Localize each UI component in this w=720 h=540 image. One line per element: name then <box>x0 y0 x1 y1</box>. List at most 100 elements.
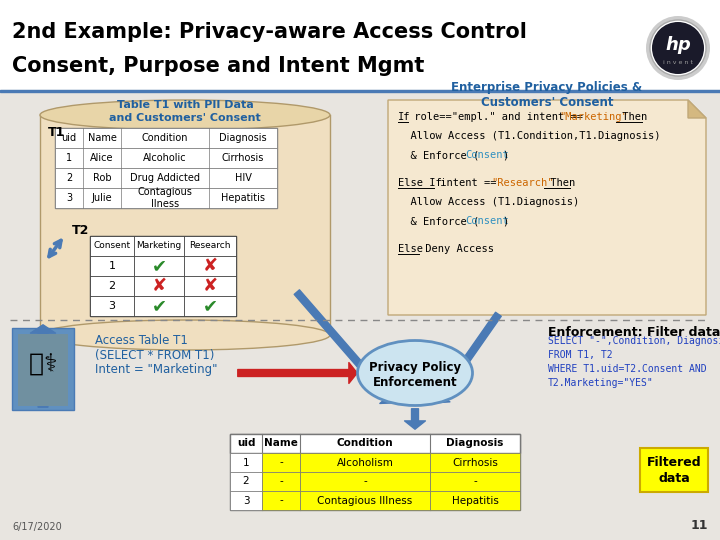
Text: Then: Then <box>616 112 648 122</box>
Text: Contagious
Ilness: Contagious Ilness <box>138 187 192 209</box>
Bar <box>40 115 330 335</box>
Text: hp: hp <box>665 36 691 54</box>
Text: uid: uid <box>237 438 256 449</box>
Bar <box>640 448 708 492</box>
Text: 3: 3 <box>66 193 72 203</box>
Bar <box>262 491 300 510</box>
Text: 2: 2 <box>66 173 72 183</box>
Circle shape <box>652 22 704 74</box>
Bar <box>0 0 720 90</box>
Polygon shape <box>388 100 706 315</box>
Text: i n v e n t: i n v e n t <box>663 59 693 64</box>
Bar <box>55 168 277 188</box>
Text: ): ) <box>502 150 508 160</box>
Text: Alcoholic: Alcoholic <box>143 153 186 163</box>
Bar <box>134 276 184 296</box>
Text: Enforcement: Filter data: Enforcement: Filter data <box>548 326 720 339</box>
Bar <box>90 236 236 316</box>
Text: Drug Addicted: Drug Addicted <box>130 173 200 183</box>
Text: 1: 1 <box>66 153 72 163</box>
Text: If: If <box>398 112 410 122</box>
Text: Enforcement: Enforcement <box>373 375 457 388</box>
Bar <box>430 491 520 510</box>
Ellipse shape <box>358 341 472 406</box>
Text: -: - <box>279 496 283 505</box>
Bar <box>55 128 277 208</box>
Text: Hepatitis: Hepatitis <box>221 193 265 203</box>
Text: -: - <box>363 476 367 487</box>
Bar <box>134 296 184 316</box>
Text: ✘: ✘ <box>202 257 217 275</box>
Text: Filtered
data: Filtered data <box>647 456 701 484</box>
Text: ✘: ✘ <box>151 277 166 295</box>
Bar <box>430 472 520 491</box>
Text: uid: uid <box>61 133 76 143</box>
Text: Privacy Policy: Privacy Policy <box>369 361 461 375</box>
Bar <box>184 276 236 296</box>
Text: Diagnosis: Diagnosis <box>219 133 267 143</box>
Bar <box>55 188 277 208</box>
Text: 🧑‍⚕️: 🧑‍⚕️ <box>29 353 58 377</box>
Text: Allow Access (T1.Diagnosis): Allow Access (T1.Diagnosis) <box>398 197 580 207</box>
Text: ✘: ✘ <box>202 277 217 295</box>
Text: -: - <box>279 476 283 487</box>
Text: Consent: Consent <box>466 216 509 226</box>
Bar <box>300 472 430 491</box>
Text: ): ) <box>502 216 508 226</box>
Circle shape <box>646 16 710 80</box>
Text: Julie: Julie <box>91 193 112 203</box>
Text: 1: 1 <box>243 457 249 468</box>
Text: Marketing: Marketing <box>136 241 181 251</box>
Text: Then: Then <box>544 178 575 188</box>
Text: Condition: Condition <box>142 133 188 143</box>
Text: T1: T1 <box>48 125 66 138</box>
Bar <box>300 491 430 510</box>
Text: 2: 2 <box>243 476 249 487</box>
Text: 2nd Example: Privacy-aware Access Control: 2nd Example: Privacy-aware Access Contro… <box>12 22 527 42</box>
Text: Hepatitis: Hepatitis <box>451 496 498 505</box>
Bar <box>230 472 262 491</box>
Bar <box>18 334 68 406</box>
Text: Cirrhosis: Cirrhosis <box>222 153 264 163</box>
Text: "Marketing": "Marketing" <box>559 112 628 122</box>
Text: 2: 2 <box>109 281 116 291</box>
Bar <box>90 296 134 316</box>
Bar <box>262 472 300 491</box>
Bar <box>300 453 430 472</box>
Bar <box>184 296 236 316</box>
Text: HIV: HIV <box>235 173 251 183</box>
Text: Alice: Alice <box>90 153 114 163</box>
Polygon shape <box>688 100 706 118</box>
Text: -: - <box>473 476 477 487</box>
Bar <box>90 256 134 276</box>
Text: Name: Name <box>264 438 298 449</box>
Text: ✔: ✔ <box>202 297 217 315</box>
Text: ✔: ✔ <box>151 257 166 275</box>
Text: Research: Research <box>189 241 230 251</box>
Text: 11: 11 <box>690 519 708 532</box>
Text: Deny Access: Deny Access <box>419 244 494 254</box>
Text: Rob: Rob <box>93 173 112 183</box>
Text: role=="empl." and intent ==: role=="empl." and intent == <box>408 112 590 122</box>
Bar <box>134 236 184 256</box>
Bar <box>230 434 520 453</box>
Text: Else If: Else If <box>398 178 442 188</box>
Text: -: - <box>279 457 283 468</box>
Text: Consent: Consent <box>94 241 130 251</box>
Text: Access Table T1: Access Table T1 <box>95 334 188 347</box>
Text: Consent: Consent <box>466 150 509 160</box>
Text: Enterprise Privacy Policies &: Enterprise Privacy Policies & <box>451 82 642 94</box>
Text: Contagious Illness: Contagious Illness <box>318 496 413 505</box>
Bar <box>230 434 520 510</box>
Bar <box>90 276 134 296</box>
Text: ✔: ✔ <box>151 297 166 315</box>
Text: 6/17/2020: 6/17/2020 <box>12 522 62 532</box>
Text: 3: 3 <box>109 301 115 311</box>
Text: Intent = "Marketing": Intent = "Marketing" <box>95 363 217 376</box>
Bar <box>230 491 262 510</box>
Bar <box>184 236 236 256</box>
Text: Table T1 with PII Data: Table T1 with PII Data <box>117 100 253 110</box>
Text: Name: Name <box>88 133 117 143</box>
Text: intent ==: intent == <box>434 178 503 188</box>
Text: (SELECT * FROM T1): (SELECT * FROM T1) <box>95 348 215 361</box>
